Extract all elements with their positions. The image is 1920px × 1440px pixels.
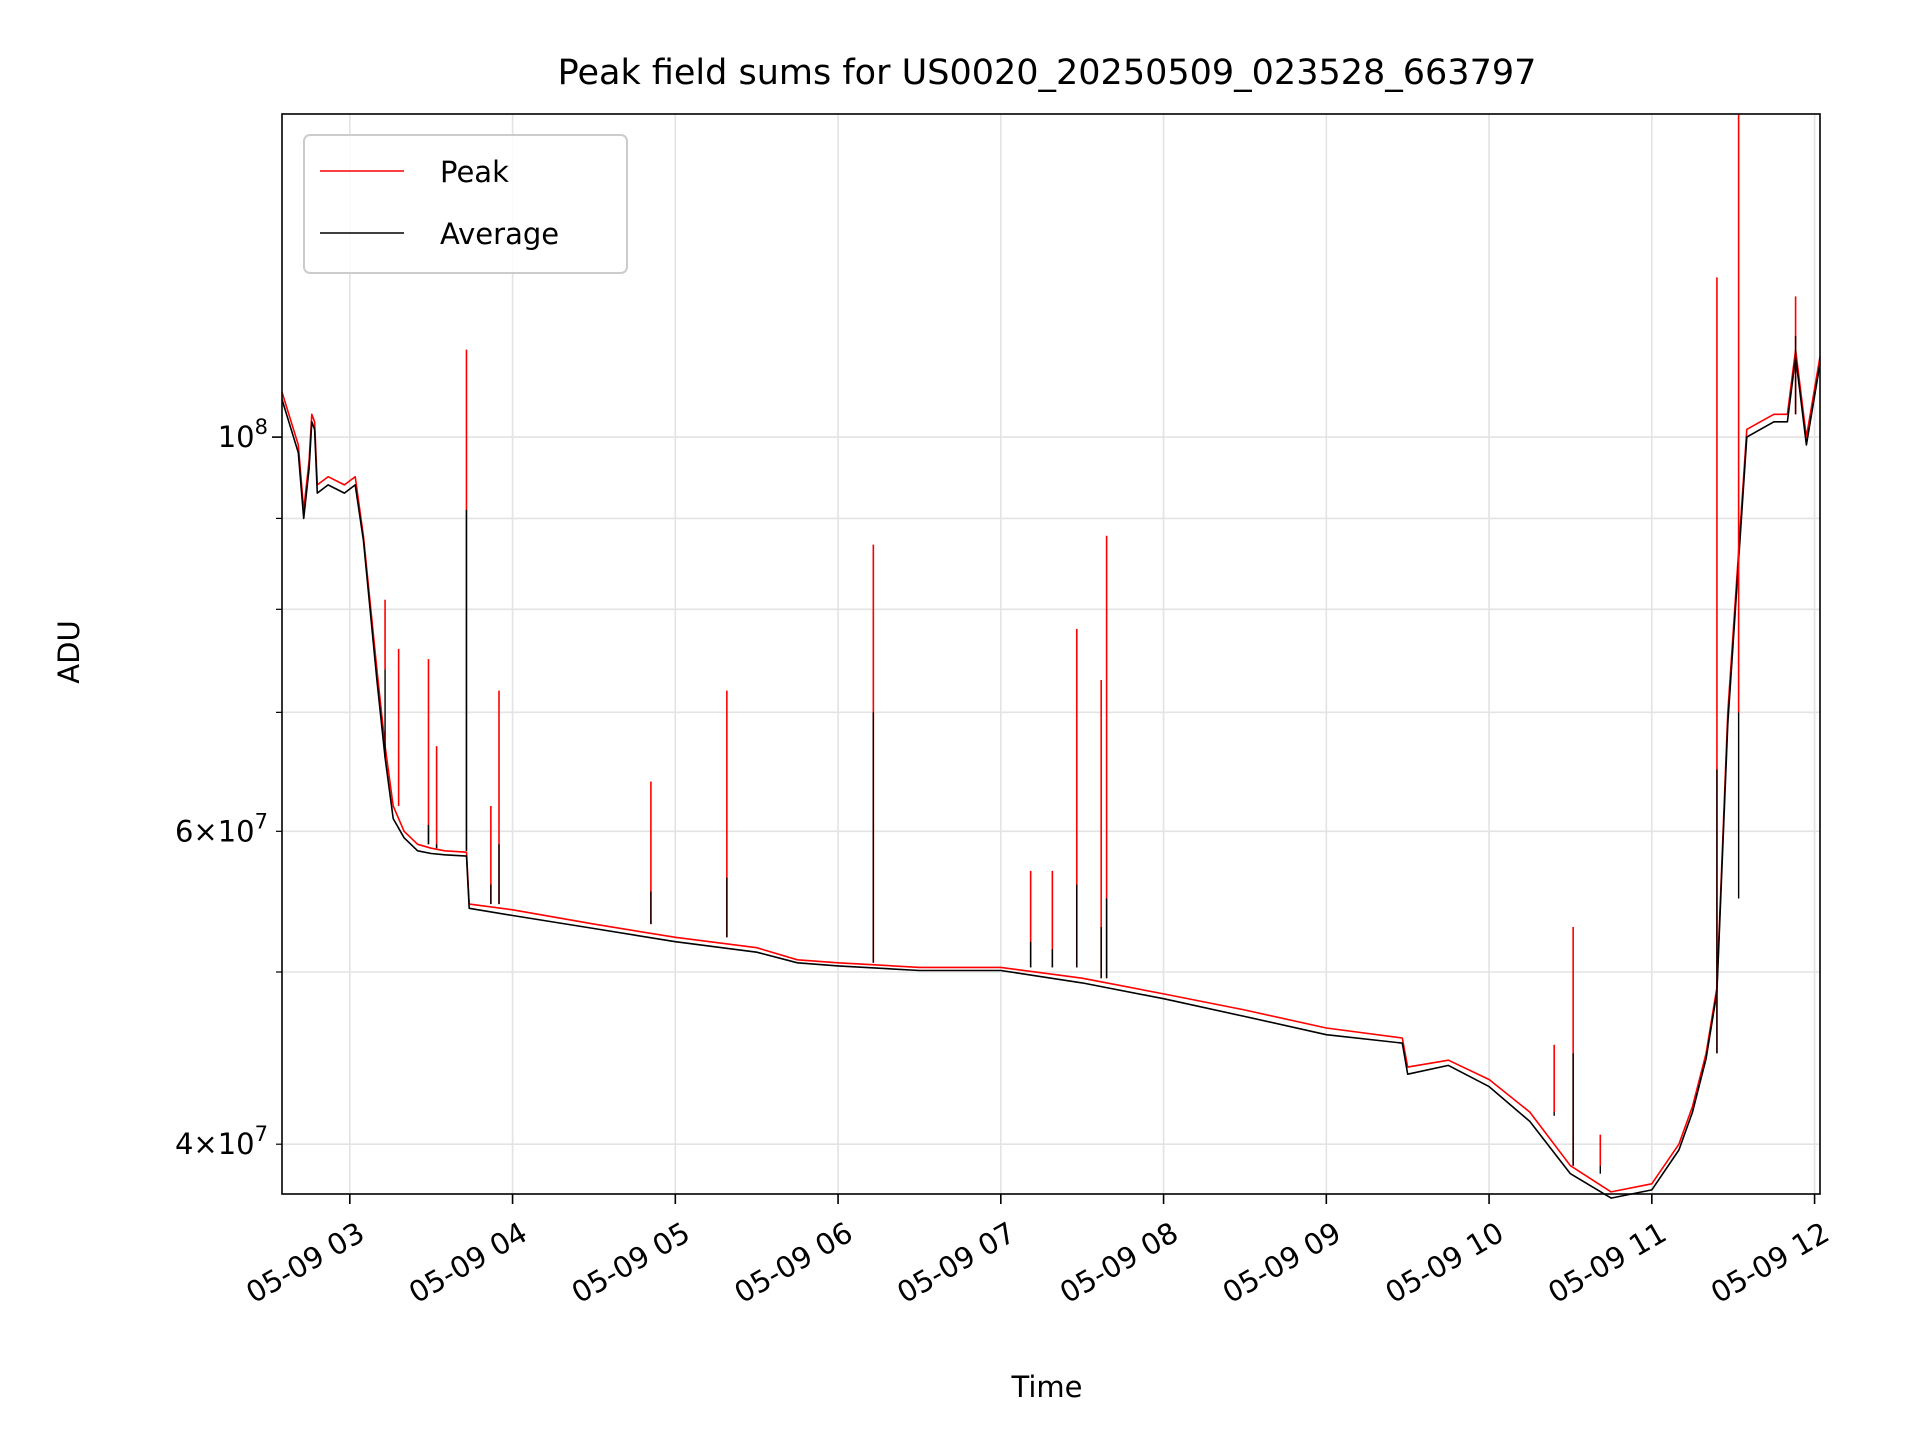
legend-box <box>303 134 628 274</box>
x-axis-label: Time <box>1011 1370 1083 1404</box>
grid <box>282 114 1820 1194</box>
legend-label-peak: Peak <box>440 155 509 189</box>
y-tick-label: 108 <box>218 415 268 454</box>
plot-series <box>281 114 1821 1199</box>
y-axis-label: ADU <box>52 620 86 683</box>
legend: Peak Average <box>303 134 628 274</box>
plot-frame <box>281 113 1821 1195</box>
y-tick-label: 6×107 <box>175 809 268 848</box>
legend-label-average: Average <box>440 217 559 251</box>
series-line-average <box>281 355 1821 1199</box>
y-tick-label: 4×107 <box>175 1122 268 1161</box>
chart-title: Peak field sums for US0020_20250509_0235… <box>558 53 1537 93</box>
